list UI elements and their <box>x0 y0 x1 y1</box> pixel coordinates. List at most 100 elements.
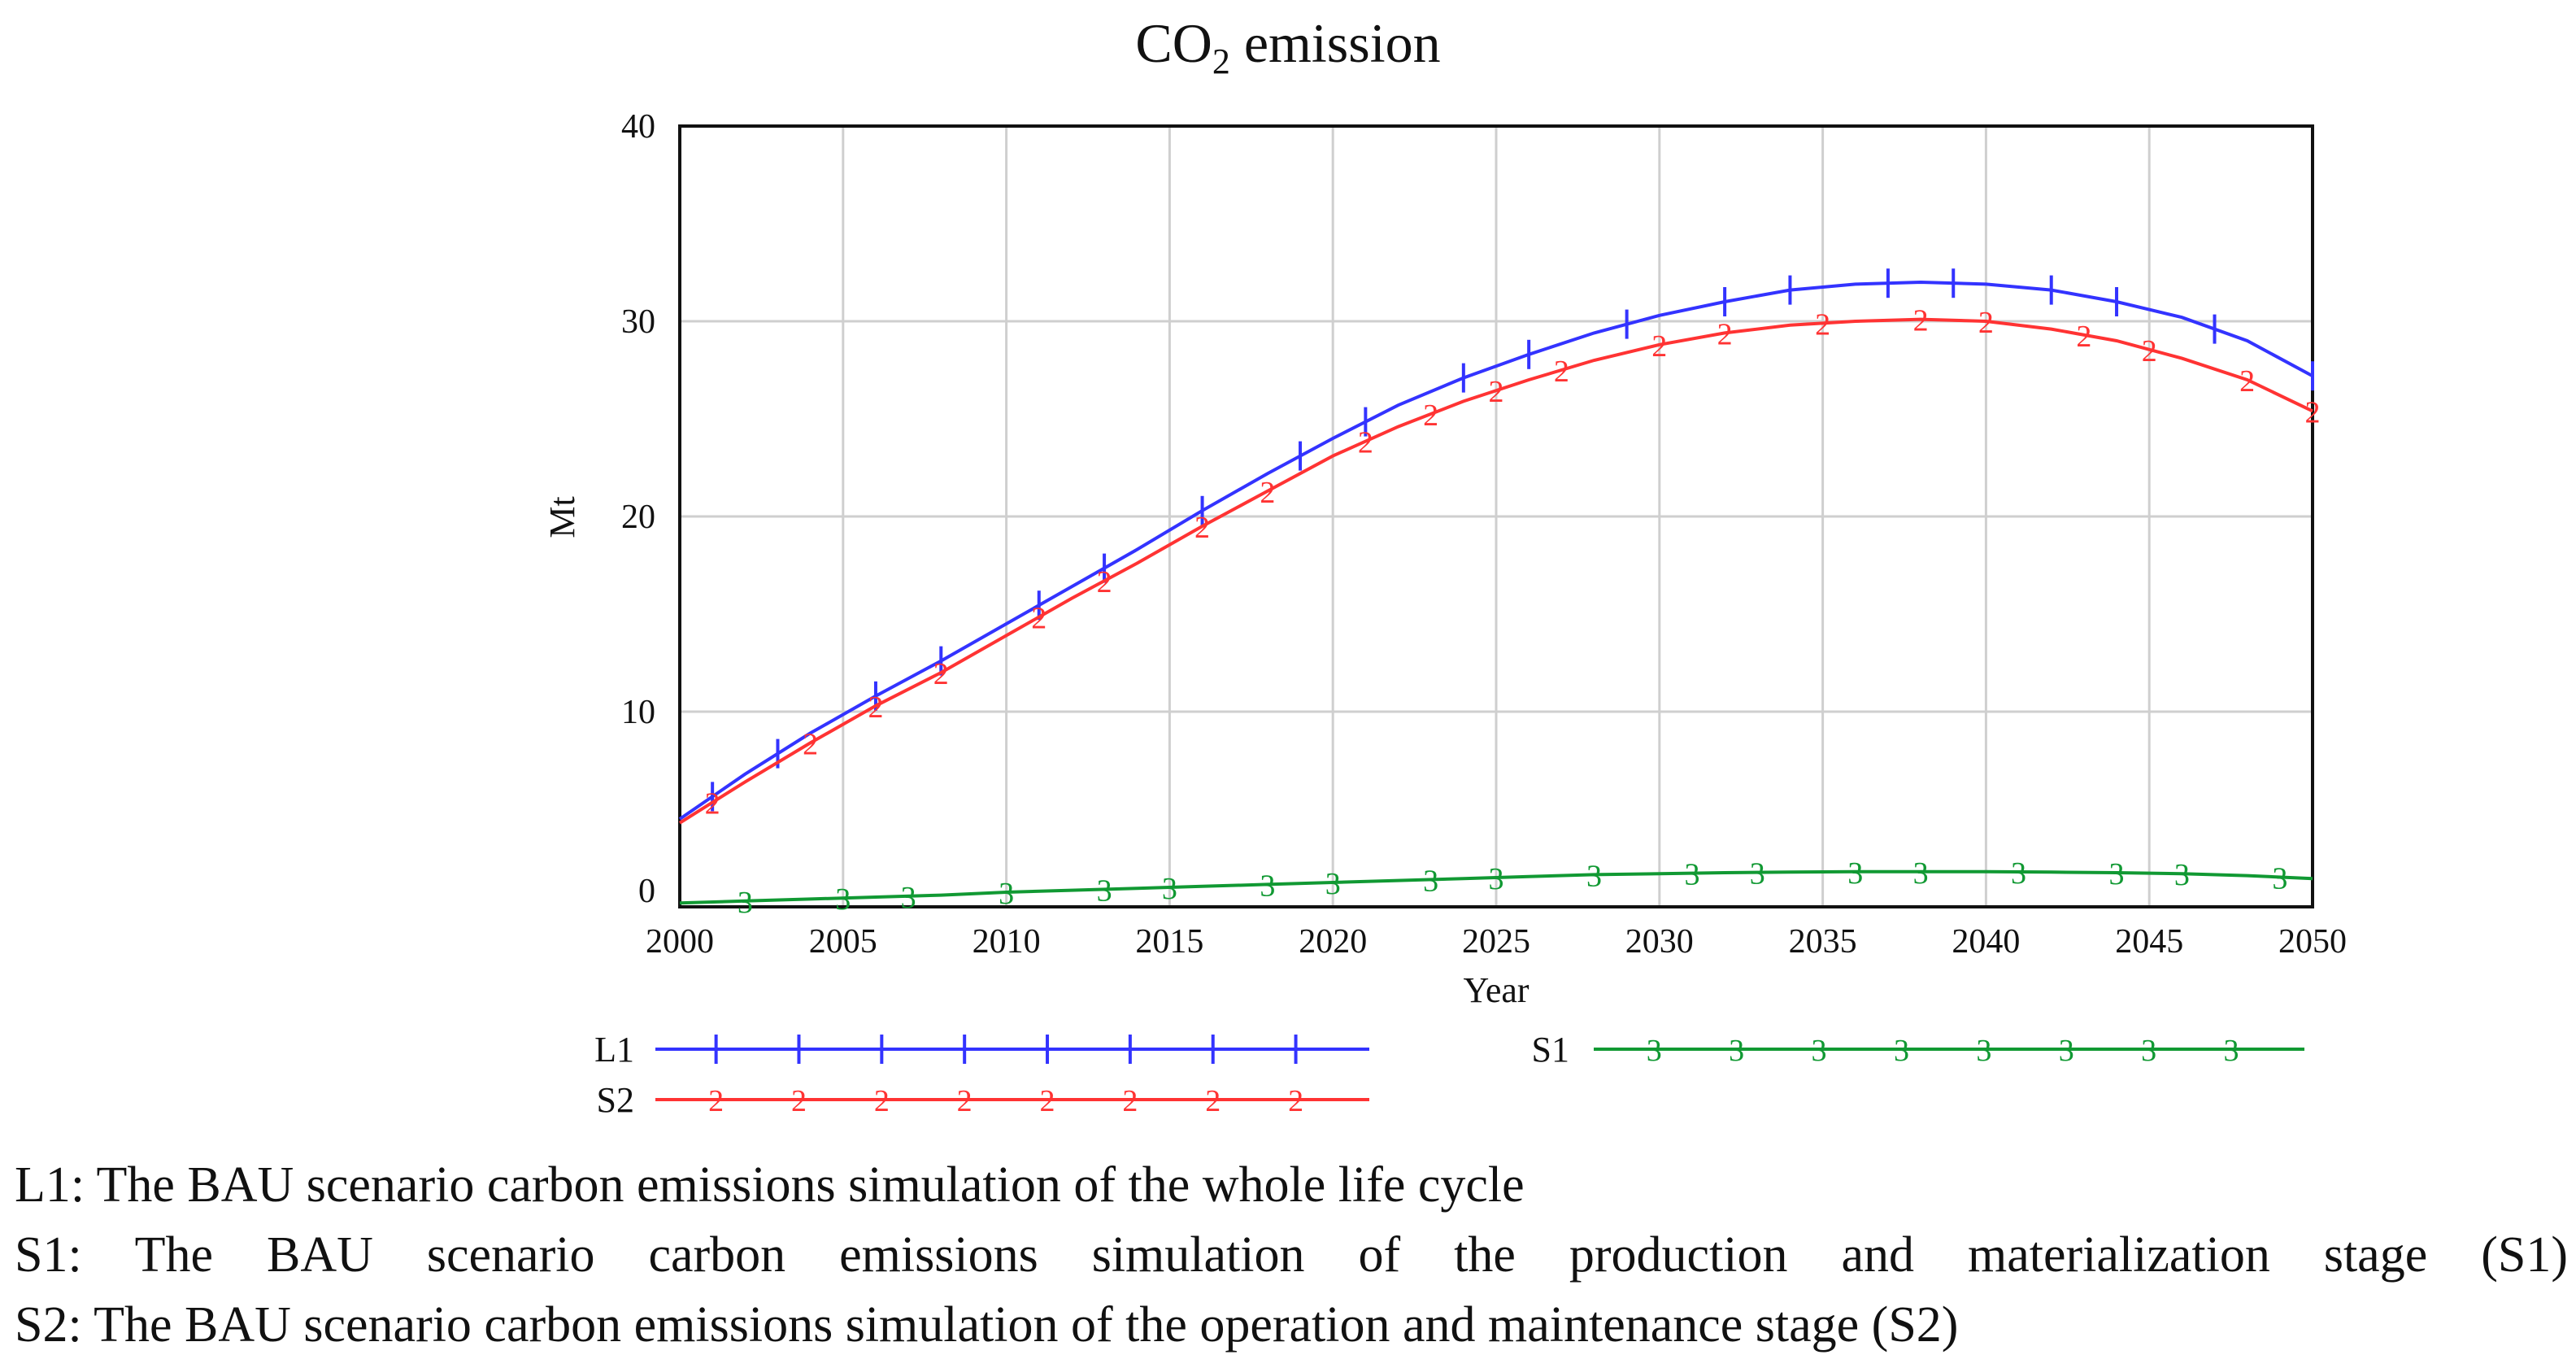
chart-title-suffix: emission <box>1230 12 1441 74</box>
series-marker-S2: 2 <box>2239 364 2255 399</box>
x-tick-label: 2040 <box>1952 923 2020 961</box>
series-marker-S1: 3 <box>1913 856 1929 891</box>
legend-marker-S1: 3 <box>2059 1034 2074 1068</box>
series-marker-S2: 2 <box>1489 375 1504 409</box>
series-marker-S2: 2 <box>705 787 720 821</box>
x-tick-label: 2005 <box>809 923 877 961</box>
legend-marker-S2: 2 <box>1288 1084 1303 1118</box>
series-marker-S2: 2 <box>1358 426 1373 460</box>
series-marker-S2: 2 <box>1978 306 1994 340</box>
legend-marker-S1: 3 <box>1729 1034 1744 1068</box>
legend-marker-S2: 2 <box>874 1084 890 1118</box>
series-marker-S1: 3 <box>1489 862 1504 896</box>
x-tick-label: 2020 <box>1299 923 1367 961</box>
legend-marker-S1: 3 <box>2223 1034 2239 1068</box>
legend: L1 S1 3 3 3 3 3 3 3 3 S2 2 2 2 2 2 2 2 2 <box>594 1030 2304 1120</box>
legend-marker-S2: 2 <box>1122 1084 1138 1118</box>
legend-marker-S1: 3 <box>2141 1034 2156 1068</box>
y-tick-label: 20 <box>621 499 655 536</box>
series-marker-S2: 2 <box>2142 334 2157 368</box>
series-marker-S1: 3 <box>2109 857 2125 891</box>
legend-label-S2: S2 <box>597 1080 634 1120</box>
series-line-S1 <box>679 869 2313 905</box>
legend-marker-S1: 3 <box>1647 1034 1662 1068</box>
x-tick-label: 2030 <box>1625 923 1694 961</box>
legend-marker-S2: 2 <box>791 1084 807 1118</box>
y-tick-label: 10 <box>621 694 655 731</box>
series-marker-S1: 3 <box>738 886 753 920</box>
series-marker-S2: 2 <box>2076 320 2091 354</box>
y-axis-ticks: 0 10 20 30 40 <box>621 108 655 910</box>
x-tick-label: 2010 <box>973 923 1041 961</box>
x-tick-label: 2045 <box>2115 923 2183 961</box>
grid <box>680 126 2313 907</box>
legend-marker-S1: 3 <box>1894 1034 1909 1068</box>
x-tick-label: 2035 <box>1789 923 1857 961</box>
series-marker-S2: 2 <box>868 691 883 725</box>
series-marker-S2: 2 <box>1031 602 1046 636</box>
series-marker-S2: 2 <box>1717 317 1733 351</box>
legend-marker-S2: 2 <box>708 1084 724 1118</box>
series-marker-S1: 3 <box>1750 857 1765 891</box>
x-tick-label: 2000 <box>646 923 714 961</box>
series-marker-S1: 3 <box>2174 858 2190 892</box>
series-S1: 3 3 3 3 3 3 3 3 3 3 3 3 3 3 3 3 3 3 3 <box>679 856 2313 920</box>
series-marker-S1: 3 <box>2011 856 2026 891</box>
x-tick-label: 2015 <box>1135 923 1203 961</box>
x-tick-label: 2050 <box>2278 923 2347 961</box>
legend-item-L1: L1 <box>594 1030 1369 1070</box>
series-marker-S1: 3 <box>835 882 851 917</box>
series-marker-S1: 3 <box>1097 874 1112 908</box>
series-line-L1 <box>678 280 2313 821</box>
series-marker-S2: 2 <box>803 727 818 761</box>
series-marker-S2: 2 <box>1423 399 1438 433</box>
series-L1 <box>678 268 2314 821</box>
series-layer: 2 2 2 2 2 2 2 2 2 2 2 2 2 2 2 2 2 2 2 2 2 3 3 3 3 3 3 3 3 3 3 3 3 3 3 3 3 3 3 3 <box>678 268 2321 920</box>
legend-marker-S1: 3 <box>1812 1034 1827 1068</box>
series-marker-S1: 3 <box>1423 864 1438 898</box>
series-marker-S1: 3 <box>1847 856 1863 891</box>
caption-s1: S1: The BAU scenario carbon emissions si… <box>15 1227 2568 1283</box>
series-marker-S2: 2 <box>1651 329 1667 364</box>
series-line-S2 <box>678 317 2313 825</box>
legend-marker-S1: 3 <box>1976 1034 1991 1068</box>
series-marker-S2: 2 <box>1260 476 1275 510</box>
x-tick-label: 2025 <box>1462 923 1530 961</box>
legend-marker-S2: 2 <box>1205 1084 1221 1118</box>
chart-title: CO2 emission <box>1135 12 1440 81</box>
y-axis-label: Mt <box>542 496 582 538</box>
legend-item-S1: S1 3 3 3 3 3 3 3 3 <box>1532 1030 2304 1070</box>
series-marker-S1: 3 <box>901 881 916 915</box>
series-marker-S1: 3 <box>1586 859 1602 893</box>
series-S2: 2 2 2 2 2 2 2 2 2 2 2 2 2 2 2 2 2 2 2 2 2 <box>678 304 2321 825</box>
y-tick-label: 40 <box>621 108 655 146</box>
legend-marker-S2: 2 <box>1040 1084 1055 1118</box>
series-marker-S2: 2 <box>933 657 949 691</box>
y-tick-label: 0 <box>638 873 655 910</box>
series-marker-S2: 2 <box>1913 304 1929 338</box>
y-tick-label: 30 <box>621 303 655 341</box>
legend-label-S1: S1 <box>1532 1030 1569 1070</box>
chart-title-subscript: 2 <box>1212 41 1230 81</box>
caption-l1: L1: The BAU scenario carbon emissions si… <box>15 1157 1525 1213</box>
x-axis-ticks: 2000 2005 2010 2015 2020 2025 2030 2035 2040 2045… <box>646 923 2347 961</box>
legend-item-S2: S2 2 2 2 2 2 2 2 2 <box>597 1080 1369 1120</box>
legend-marker-S2: 2 <box>957 1084 973 1118</box>
series-marker-S2: 2 <box>1554 355 1569 389</box>
series-marker-S1: 3 <box>2272 861 2287 895</box>
caption-s2: S2: The BAU scenario carbon emissions si… <box>15 1297 1959 1353</box>
series-marker-S1: 3 <box>999 877 1014 911</box>
series-marker-S1: 3 <box>1162 872 1177 906</box>
chart-title-prefix: CO <box>1135 12 1212 74</box>
legend-label-L1: L1 <box>594 1030 634 1070</box>
series-marker-S1: 3 <box>1260 869 1275 903</box>
series-marker-S2: 2 <box>1097 565 1112 599</box>
series-marker-S1: 3 <box>1325 867 1341 901</box>
series-marker-S2: 2 <box>1194 511 1210 545</box>
plot-area-border <box>678 124 2314 908</box>
series-marker-S1: 3 <box>1684 858 1699 892</box>
series-marker-S2: 2 <box>1815 307 1830 342</box>
x-axis-label: Year <box>1463 970 1529 1010</box>
series-marker-S2: 2 <box>2305 395 2321 429</box>
